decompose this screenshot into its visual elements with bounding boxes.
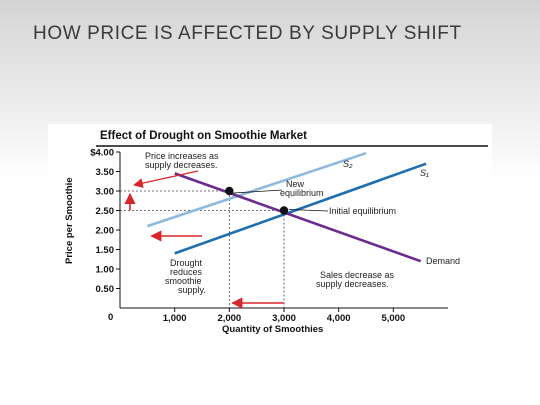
series-label-s2: S₂ <box>343 159 353 169</box>
series-line-s1 <box>174 162 427 255</box>
series-label-s1: S₁ <box>420 168 429 178</box>
y-tick-label: 1.00 <box>96 265 115 276</box>
x-tick-label: 0 <box>108 312 113 323</box>
new-equilibrium-leader <box>233 189 283 194</box>
chart-svg: Effect of Drought on Smoothie Market Pri… <box>64 130 488 335</box>
price-annotation-arrow <box>133 170 199 188</box>
x-tick-label: 5,000 <box>381 313 405 324</box>
annotation-price-increase-1: Price increases as <box>145 151 219 161</box>
x-axis-label: Quantity of Smoothies <box>222 324 323 335</box>
y-tick-label: $4.00 <box>90 148 114 159</box>
x-tick-label: 1,000 <box>163 313 187 324</box>
guide-lines <box>120 190 285 308</box>
series-line-s2 <box>146 151 367 228</box>
chart-title: Effect of Drought on Smoothie Market <box>100 130 307 142</box>
initial-equilibrium-label: Initial equilibrium <box>329 206 396 216</box>
annotation-sales-decrease-1: Sales decrease as <box>320 270 395 280</box>
y-tick-label: 2.00 <box>96 226 115 237</box>
initial-equilibrium-point <box>279 206 289 215</box>
initial-equilibrium-leader <box>288 209 329 212</box>
y-tick-group: $4.00 3.50 3.00 2.50 2.00 1.50 1.00 0.50 <box>90 148 120 295</box>
annotation-sales-decrease-2: supply decreases. <box>316 279 389 289</box>
y-axis-label: Price per Smoothie <box>64 177 75 264</box>
series-group <box>146 151 427 263</box>
y-tick-label: 2.50 <box>96 206 115 217</box>
annotation-drought-2: reduces <box>170 267 203 277</box>
annotation-drought-1: Drought <box>170 258 203 268</box>
x-tick-label: 3,000 <box>272 313 296 324</box>
new-equilibrium-point <box>225 186 234 196</box>
annotation-drought-3: smoothie <box>165 276 202 286</box>
new-equilibrium-label-2: equilibrium <box>280 188 324 198</box>
new-equilibrium-label-1: New <box>286 179 305 189</box>
x-tick-group: 0 1,000 2,000 3,000 4,000 5,000 <box>108 308 405 324</box>
x-tick-label: 2,000 <box>217 313 241 324</box>
chart-figure: Effect of Drought on Smoothie Market Pri… <box>48 124 492 340</box>
annotation-drought-4: supply. <box>178 285 206 295</box>
y-tick-label: 0.50 <box>96 284 115 295</box>
y-tick-label: 3.00 <box>96 187 115 198</box>
y-tick-label: 1.50 <box>96 245 115 256</box>
y-tick-label: 3.50 <box>96 167 115 178</box>
series-label-demand: Demand <box>426 256 460 266</box>
x-tick-label: 4,000 <box>327 313 351 324</box>
series-line-demand <box>174 172 422 263</box>
arrow-group <box>124 170 329 309</box>
slide-title: HOW PRICE IS AFFECTED BY SUPPLY SHIFT <box>33 23 462 44</box>
equilibrium-points <box>225 186 289 215</box>
annotation-price-increase-2: supply decreases. <box>145 160 218 170</box>
